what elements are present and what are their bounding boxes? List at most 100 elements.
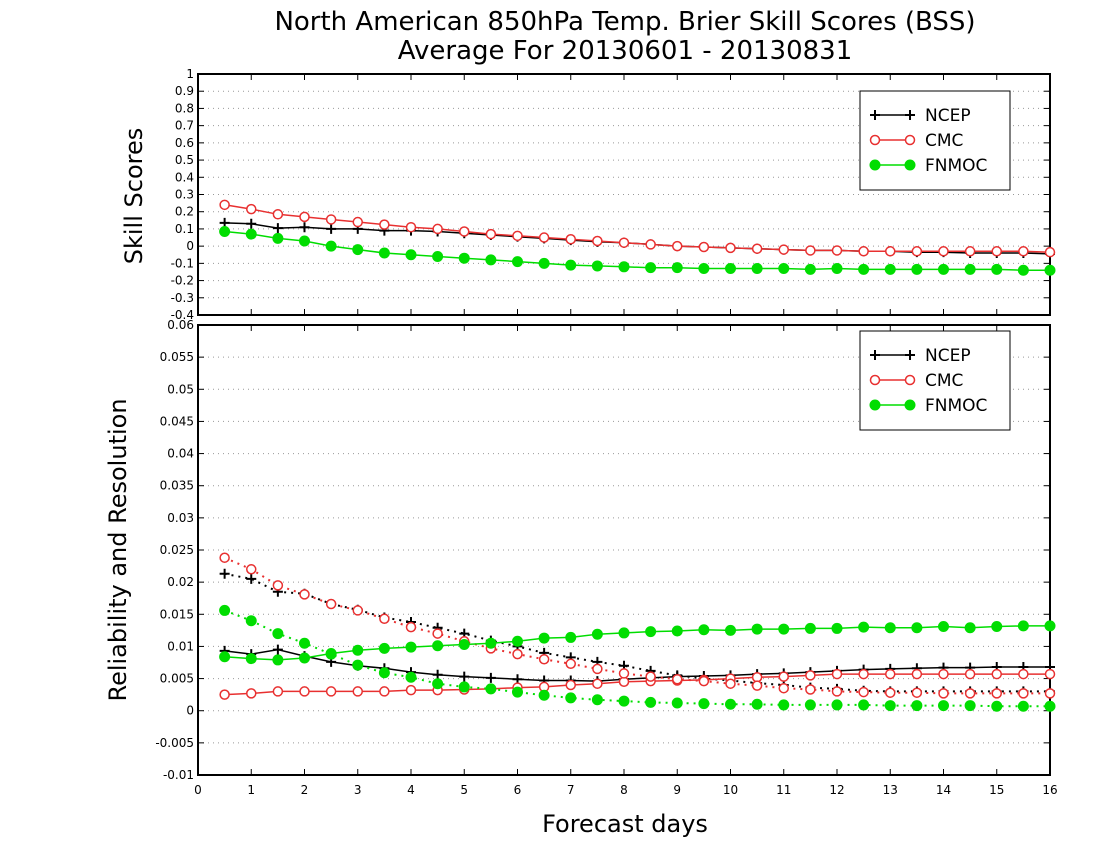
top-fnmoc-point — [219, 226, 231, 238]
bottom-fnmoc-point — [831, 699, 843, 711]
bottom-series-fnmoc-dotted — [219, 604, 1056, 712]
bottom-cmc-point — [1044, 668, 1056, 680]
top-fnmoc-point — [884, 263, 896, 275]
top-fnmoc-point — [485, 254, 497, 266]
x-tick-label: 15 — [989, 783, 1004, 797]
top-legend-cmc-marker — [904, 134, 916, 146]
bottom-fnmoc-point — [778, 623, 790, 635]
top-legend-fnmoc-marker — [904, 159, 916, 171]
bottom-fnmoc-point — [378, 667, 390, 679]
top-cmc-point — [299, 211, 310, 223]
top-fnmoc-point — [325, 240, 337, 252]
x-tick-label: 6 — [514, 783, 522, 797]
bottom-fnmoc-point — [671, 625, 683, 637]
top-cmc-point — [938, 246, 949, 257]
bottom-cmc-point — [938, 688, 949, 699]
top-y-tick-label: -0.4 — [171, 308, 194, 322]
top-y-tick-label: 0.7 — [175, 119, 194, 133]
bottom-fnmoc-point — [618, 627, 630, 639]
top-y-tick-label: 0.2 — [175, 205, 194, 219]
bottom-fnmoc-point — [858, 699, 870, 711]
top-cmc-point — [405, 221, 417, 233]
bottom-fnmoc-line — [224, 625, 1050, 661]
bottom-ncep-point — [459, 671, 470, 682]
bottom-y-tick-label: 0.035 — [160, 479, 194, 493]
bottom-cmc-point — [352, 605, 363, 616]
bottom-fnmoc-point — [751, 698, 763, 710]
bottom-fnmoc-point — [591, 694, 603, 706]
bottom-y-tick-label: 0.025 — [160, 543, 194, 557]
bottom-fnmoc-point — [352, 659, 364, 671]
bottom-fnmoc-point — [432, 640, 444, 652]
bottom-fnmoc-point — [485, 637, 497, 649]
bottom-ncep-point — [272, 644, 283, 655]
bottom-fnmoc-point — [1017, 620, 1029, 632]
bottom-y-tick-label: 0.045 — [160, 414, 194, 428]
top-cmc-point — [858, 246, 869, 257]
bottom-fnmoc-point — [964, 622, 976, 634]
bottom-fnmoc-point — [884, 622, 896, 634]
bottom-cmc-point — [885, 687, 896, 698]
top-cmc-point — [485, 228, 497, 240]
top-cmc-point — [1044, 246, 1056, 258]
bottom-cmc-point — [911, 668, 923, 680]
top-y-tick-label: 0 — [186, 239, 194, 253]
bottom-ncep-point — [432, 669, 443, 680]
bottom-fnmoc-point — [245, 653, 257, 665]
top-fnmoc-point — [432, 250, 444, 262]
top-legend-ncep-label: NCEP — [925, 106, 971, 126]
bottom-cmc-point — [405, 684, 417, 696]
bottom-y-tick-label: 0.04 — [167, 447, 194, 461]
bottom-cmc-point — [405, 621, 417, 633]
bottom-legend-ncep-label: NCEP — [925, 346, 971, 366]
top-legend-cmc-label: CMC — [925, 131, 963, 151]
bottom-cmc-point — [698, 675, 710, 687]
bottom-ncep-line — [224, 648, 1050, 682]
bottom-ncep-point — [485, 672, 496, 683]
top-fnmoc-point — [778, 263, 790, 275]
bottom-fnmoc-point — [858, 621, 870, 633]
bottom-fnmoc-point — [671, 697, 683, 709]
bottom-fnmoc-point — [405, 671, 417, 683]
top-fnmoc-point — [645, 262, 657, 274]
top-ncep-point — [299, 222, 310, 233]
bottom-cmc-point — [831, 686, 843, 697]
bottom-fnmoc-point — [698, 698, 710, 710]
x-tick-label: 1 — [247, 783, 255, 797]
bottom-y-tick-label: 0.02 — [167, 575, 194, 589]
bottom-y-tick-label: 0.005 — [160, 672, 194, 686]
bottom-fnmoc-point — [565, 692, 577, 704]
bottom-cmc-point — [938, 668, 949, 680]
top-series-cmc-solid — [219, 199, 1056, 258]
bottom-cmc-point — [325, 686, 337, 697]
bottom-legend-fnmoc-marker — [869, 399, 881, 411]
top-cmc-point — [565, 234, 576, 245]
top-y-tick-label: 0.6 — [175, 136, 194, 150]
bottom-cmc-point — [805, 670, 816, 681]
top-fnmoc-point — [352, 244, 364, 256]
bottom-cmc-point — [991, 668, 1002, 680]
bottom-fnmoc-point — [991, 700, 1003, 712]
bottom-y-tick-label: -0.01 — [163, 768, 194, 782]
bottom-cmc-point — [219, 552, 230, 563]
bottom-cmc-point — [991, 688, 1002, 699]
top-cmc-point — [885, 246, 896, 257]
bottom-legend-ncep-marker — [870, 350, 880, 360]
x-tick-label: 5 — [460, 783, 468, 797]
bottom-fnmoc-point — [272, 654, 284, 666]
bottom-cmc-point — [592, 678, 603, 689]
bottom-ncep-point — [219, 568, 230, 579]
bottom-fnmoc-point — [725, 698, 736, 710]
bottom-cmc-point — [565, 679, 576, 691]
top-cmc-point — [1018, 246, 1029, 257]
bottom-cmc-point — [246, 564, 257, 575]
top-y-tick-label: 0.8 — [175, 101, 194, 115]
bottom-y-tick-label: 0.03 — [167, 511, 194, 525]
bottom-fnmoc-point — [991, 621, 1003, 632]
bottom-fnmoc-point — [432, 678, 444, 690]
bottom-cmc-point — [1044, 688, 1056, 699]
bottom-fnmoc-point — [299, 637, 310, 649]
top-fnmoc-point — [991, 263, 1003, 275]
top-fnmoc-point — [938, 263, 949, 275]
